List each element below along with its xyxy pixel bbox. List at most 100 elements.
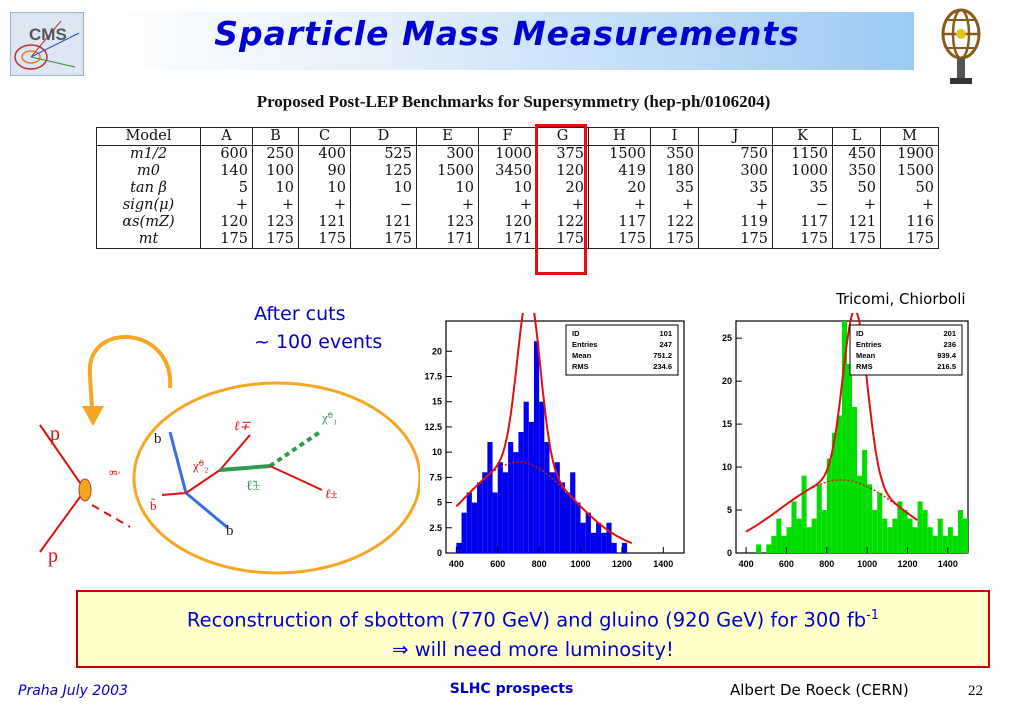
table-row: m0 140 100 90 125 1500 3450 120 419 180 300 1000 350… [96,163,939,180]
stats-value: 939.4 [937,351,957,360]
table-cell: 1500 [416,163,479,180]
histogram-bar [877,492,883,553]
histogram-bar [831,432,837,553]
proton-line-2 [39,489,86,553]
table-cell: 10 [416,180,479,197]
table-cell: 171 [416,231,479,249]
table-cell: 180 [650,163,699,180]
histogram-bar [867,484,873,553]
collision-vertex [78,478,92,502]
table-cell: 119 [698,214,773,231]
neutralino2-label: χ̃⁰₂ [192,458,209,473]
histogram-bar [554,462,560,553]
column-header-h: H [588,127,651,146]
neutralino1-line [268,430,322,468]
table-cell: 750 [698,145,773,163]
column-header-i: I [650,127,699,146]
histogram-bar [456,542,462,553]
table-cell: 175 [350,231,417,249]
table-cell: − [772,197,833,214]
diagram-arrow-head [82,406,104,426]
table-cell: 10 [298,180,351,197]
histogram-bar [482,472,488,553]
histogram-bar [575,502,581,553]
decay-diagram: p p g̃ b b b̃ χ̃⁰₂ ℓ̃± ℓ∓ ℓ± χ̃⁰₁ [39,335,420,575]
row-param: sign(μ) [96,197,201,214]
stats-label: RMS [572,362,589,371]
atlas-logo [932,4,990,88]
table-cell: 121 [298,214,351,231]
stats-value: 201 [943,329,956,338]
histogram-sbottom: 400 600 800 1000 1200 1400 0 2.5 5 7.5 10 12.5 15 17.… [424,313,685,569]
lepton-label-2: ℓ± [325,486,338,501]
histogram-bar [544,442,550,553]
table-cell: 120 [478,214,537,231]
histogram-bar [590,532,597,553]
x-tick-label: 800 [532,559,547,569]
slide-title: Sparticle Mass Measurements [214,14,800,53]
column-header-j: J [698,127,773,146]
histogram-bar [565,492,571,553]
row-param: m1/2 [96,145,201,163]
conclusion-line2: ⇒ will need more luminosity! [392,637,674,661]
histogram-bar [786,527,792,553]
histogram-bar [606,522,612,553]
column-header-c: C [298,127,351,146]
table-cell: 300 [416,145,479,163]
table-cell: + [416,197,479,214]
table-cell: 100 [252,163,299,180]
y-tick-label: 5 [437,498,442,508]
histogram-bar [907,518,913,553]
histogram-bar [766,544,772,553]
histogram-bar [796,518,802,553]
table-cell: 1900 [880,145,939,163]
diagram-arrow [87,335,173,411]
table-cell: 1000 [478,145,537,163]
histogram-bar [942,535,948,553]
y-tick-label: 20 [722,376,732,386]
footer-date: Praha July 2003 [18,683,128,699]
table-cell: 175 [832,231,881,249]
row-param: mt [96,231,201,249]
table-cell: 525 [350,145,417,163]
x-tick-label: 1400 [938,559,958,569]
x-tick-label: 800 [819,559,834,569]
x-tick-label: 600 [779,559,794,569]
y-tick-label: 15 [722,419,732,429]
stats-value: 247 [659,340,672,349]
table-cell: 1500 [880,163,939,180]
column-header-e: E [416,127,479,146]
histogram-bar [882,518,888,553]
table-cell: 175 [880,231,939,249]
y-tick-label: 12.5 [424,422,442,432]
b-quark-label-2: b [226,523,234,539]
row-param: αs(mZ) [96,214,201,231]
b-quark-line-1 [168,431,188,494]
y-tick-label: 10 [722,462,732,472]
table-cell: 175 [252,231,299,249]
highlight-column-g [535,124,587,275]
row-param: tan β [96,180,201,197]
b-quark-label-1: b [154,431,162,447]
table-cell: 10 [350,180,417,197]
table-cell: 350 [832,163,881,180]
table-cell: 600 [200,145,253,163]
x-tick-label: 600 [490,559,505,569]
conclusion-text: Reconstruction of sbottom (770 GeV) and … [186,608,867,632]
remnant-line [91,504,131,528]
lepton-line-1 [219,434,251,471]
y-tick-label: 0 [437,548,442,558]
histogram-bar [518,431,524,553]
table-cell: 140 [200,163,253,180]
table-row: tan β 5 10 10 10 10 10 20 20 35 35 35 50 50 [96,180,939,197]
histogram-bar [781,535,787,553]
histogram-bar [821,510,827,553]
y-tick-label: 15 [432,397,442,407]
histogram-bar [962,518,968,553]
histogram-bar [502,472,509,553]
histogram-bar [872,510,878,553]
histogram-bar [549,472,555,553]
table-cell: 125 [350,163,417,180]
histogram-bar [621,542,628,553]
table-cell: 175 [650,231,699,249]
